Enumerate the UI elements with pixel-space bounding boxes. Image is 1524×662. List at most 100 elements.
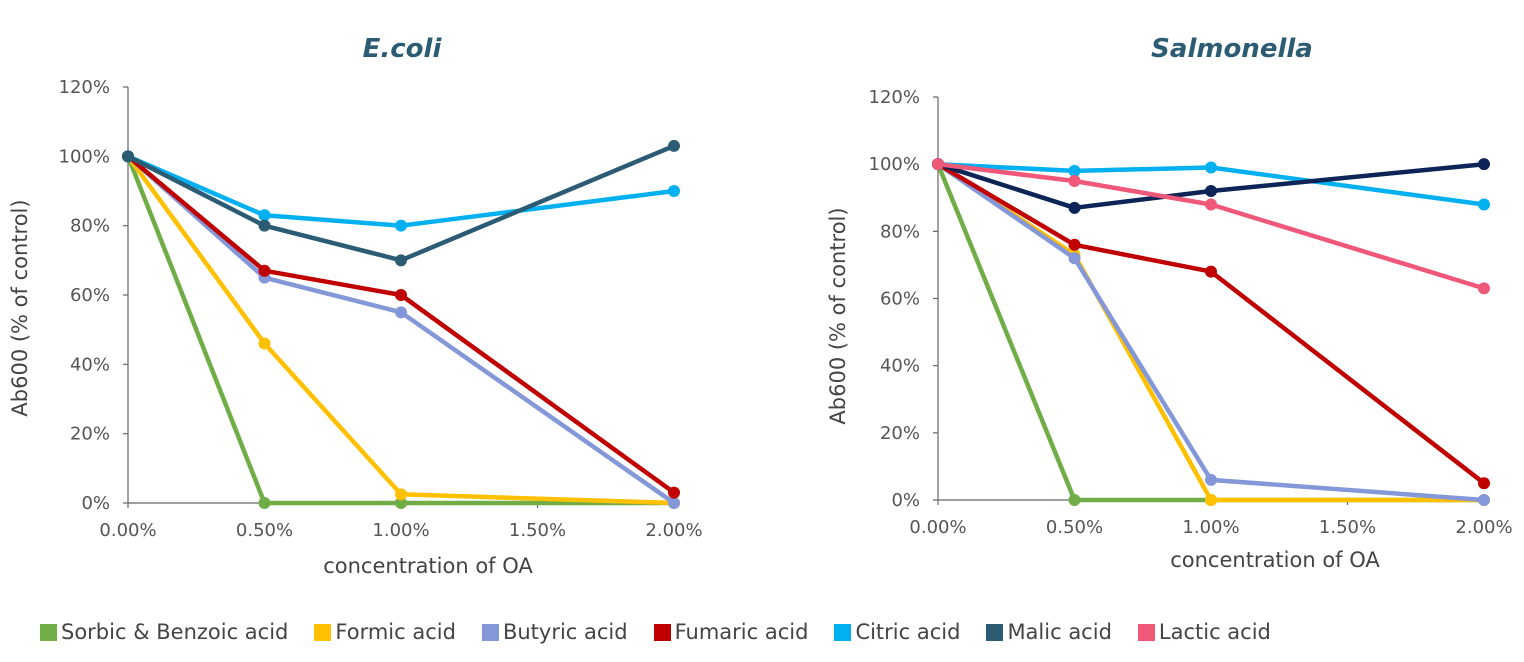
ecoli-line-citric-acid xyxy=(125,154,677,228)
ecoli-series-formic-acid xyxy=(122,150,680,509)
ecoli-chart: E.coli concentration of OA Ab600 (% of c… xyxy=(8,34,703,578)
salmonella-point-malic-acid xyxy=(1068,201,1081,214)
legend: Sorbic & Benzoic acid Formic acid Butyric … xyxy=(40,614,1500,650)
salmonella-point-lactic-acid xyxy=(1478,282,1490,295)
legend-swatch xyxy=(481,623,499,641)
salmonella-y-tick-label: 80% xyxy=(880,221,920,242)
legend-label: Sorbic & Benzoic acid xyxy=(61,620,289,644)
legend-item-lactic-acid: Lactic acid xyxy=(1137,620,1271,644)
salmonella-line-lactic-acid xyxy=(935,161,1487,291)
salmonella-point-lactic-acid xyxy=(932,158,944,171)
ecoli-series-malic-acid xyxy=(122,139,680,267)
ecoli-title: E.coli xyxy=(363,34,443,64)
ecoli-point-butyric-acid xyxy=(395,306,407,319)
ecoli-x-tick-label: 1.50% xyxy=(509,520,566,541)
legend-item-sorbic-benzoic-acid: Sorbic & Benzoic acid xyxy=(40,620,288,644)
salmonella-y-axis-label: Ab600 (% of control) xyxy=(826,207,850,424)
legend-label: Fumaric acid xyxy=(674,620,809,644)
salmonella-point-citric-acid xyxy=(1205,161,1217,174)
ecoli-line-malic-acid xyxy=(125,143,677,263)
ecoli-x-axis-label: concentration of OA xyxy=(323,554,533,578)
salmonella-point-malic-acid xyxy=(1205,185,1217,198)
ecoli-point-sorbic-benzoic-acid xyxy=(395,497,407,509)
ecoli-y-tick-label: 40% xyxy=(70,354,110,375)
salmonella-series-lactic-acid xyxy=(932,158,1490,295)
salmonella-point-fumaric-acid xyxy=(1205,265,1217,278)
ecoli-line-butyric-acid xyxy=(125,154,677,506)
salmonella-ticks: 0% 20% 40% 60% 80% 100% 120% 0.00% 0.50% 1.00% 1.5… xyxy=(869,87,1513,538)
ecoli-series-sorbic-benzoic-acid xyxy=(122,150,680,509)
salmonella-point-sorbic-benzoic-acid xyxy=(1068,494,1081,506)
ecoli-y-tick-label: 100% xyxy=(59,146,110,167)
ecoli-point-citric-acid xyxy=(668,185,680,197)
salmonella-x-tick-label: 1.00% xyxy=(1182,517,1239,538)
salmonella-x-tick-label: 0.50% xyxy=(1046,517,1103,538)
salmonella-point-butyric-acid xyxy=(1068,252,1081,265)
ecoli-point-malic-acid xyxy=(668,139,680,152)
ecoli-point-sorbic-benzoic-acid xyxy=(258,497,271,509)
legend-label: Butyric acid xyxy=(502,620,628,644)
ecoli-series-citric-acid xyxy=(122,150,680,232)
ecoli-point-malic-acid xyxy=(258,219,271,232)
legend-label: Lactic acid xyxy=(1158,620,1271,644)
salmonella-x-axis-label: concentration of OA xyxy=(1170,548,1380,572)
salmonella-title: Salmonella xyxy=(1151,34,1313,64)
ecoli-x-tick-label: 0.00% xyxy=(99,520,156,541)
salmonella-chart: Salmonella concentration of OA Ab600 (% … xyxy=(826,34,1513,572)
ecoli-point-formic-acid xyxy=(395,488,407,501)
legend-item-malic-acid: Malic acid xyxy=(986,620,1112,644)
charts-canvas: E.coli concentration of OA Ab600 (% of c… xyxy=(8,34,1513,578)
salmonella-y-tick-label: 0% xyxy=(891,490,920,511)
salmonella-y-tick-label: 40% xyxy=(880,356,920,377)
ecoli-point-citric-acid xyxy=(395,219,407,232)
salmonella-point-citric-acid xyxy=(1478,198,1490,211)
salmonella-x-tick-label: 1.50% xyxy=(1319,517,1376,538)
ecoli-y-tick-label: 120% xyxy=(59,77,110,98)
ecoli-line-sorbic-benzoic-acid xyxy=(125,154,677,506)
ecoli-point-malic-acid xyxy=(122,150,134,163)
ecoli-point-citric-acid xyxy=(258,209,271,222)
salmonella-y-tick-label: 20% xyxy=(880,423,920,444)
legend-swatch xyxy=(834,623,852,641)
salmonella-line-citric-acid xyxy=(935,161,1487,207)
ecoli-x-tick-label: 0.50% xyxy=(236,520,293,541)
salmonella-point-malic-acid xyxy=(1478,158,1490,171)
ecoli-line-formic-acid xyxy=(125,154,677,506)
salmonella-line-butyric-acid xyxy=(935,161,1487,503)
ecoli-line-fumaric-acid xyxy=(125,154,677,495)
legend-swatch xyxy=(1137,623,1155,641)
salmonella-point-formic-acid xyxy=(1205,494,1217,506)
ecoli-y-tick-label: 80% xyxy=(70,216,110,237)
ecoli-point-fumaric-acid xyxy=(258,264,271,277)
ecoli-series-butyric-acid xyxy=(122,150,680,509)
salmonella-series xyxy=(932,158,1490,506)
salmonella-x-tick-label: 0.00% xyxy=(909,517,966,538)
legend-item-formic-acid: Formic acid xyxy=(314,620,456,644)
legend-swatch xyxy=(653,623,671,641)
ecoli-y-tick-label: 0% xyxy=(81,493,110,514)
salmonella-line-malic-acid xyxy=(935,161,1487,211)
legend-swatch xyxy=(986,623,1004,641)
salmonella-point-citric-acid xyxy=(1068,164,1081,177)
salmonella-line-fumaric-acid xyxy=(935,161,1487,486)
ecoli-y-tick-label: 60% xyxy=(70,285,110,306)
legend-item-fumaric-acid: Fumaric acid xyxy=(653,620,809,644)
ecoli-series xyxy=(122,139,680,509)
salmonella-point-butyric-acid xyxy=(1478,494,1490,506)
salmonella-point-butyric-acid xyxy=(1205,473,1217,486)
ecoli-x-tick-label: 1.00% xyxy=(372,520,429,541)
ecoli-y-tick-label: 20% xyxy=(70,424,110,445)
ecoli-point-fumaric-acid xyxy=(395,289,407,301)
legend-swatch xyxy=(314,623,332,641)
salmonella-y-tick-label: 100% xyxy=(869,154,920,175)
legend-label: Malic acid xyxy=(1007,620,1112,644)
ecoli-y-axis-label: Ab600 (% of control) xyxy=(8,199,32,416)
salmonella-point-lactic-acid xyxy=(1205,198,1217,211)
salmonella-point-fumaric-acid xyxy=(1478,477,1490,490)
ecoli-ticks: 0% 20% 40% 60% 80% 100% 120% 0.00% 0.50% 1.00% 1.5… xyxy=(59,77,703,541)
salmonella-point-lactic-acid xyxy=(1068,174,1081,187)
ecoli-point-formic-acid xyxy=(258,337,271,350)
salmonella-point-fumaric-acid xyxy=(1068,238,1081,251)
legend-item-citric-acid: Citric acid xyxy=(834,620,960,644)
legend-swatch xyxy=(40,623,57,641)
